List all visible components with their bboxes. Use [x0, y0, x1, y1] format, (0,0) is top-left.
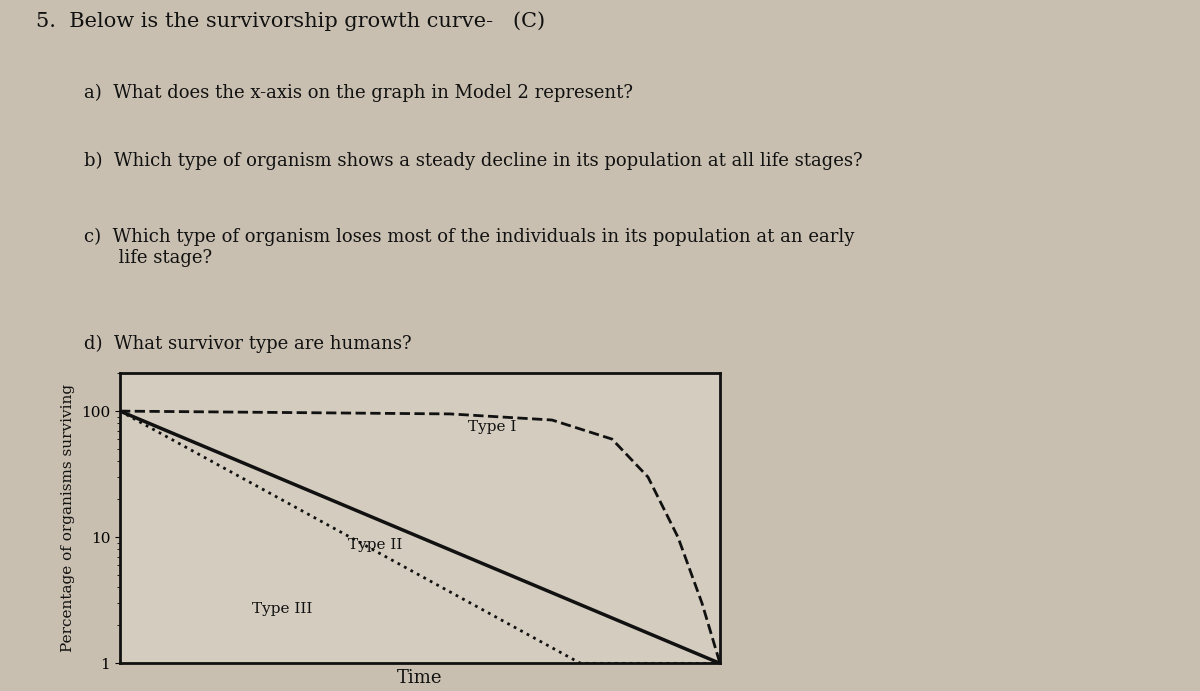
Y-axis label: Percentage of organisms surviving: Percentage of organisms surviving — [61, 384, 76, 652]
Text: Type III: Type III — [252, 602, 312, 616]
Text: Type I: Type I — [468, 419, 516, 434]
Text: a)  What does the x-axis on the graph in Model 2 represent?: a) What does the x-axis on the graph in … — [84, 84, 634, 102]
Text: 5.  Below is the survivorship growth curve-   (C): 5. Below is the survivorship growth curv… — [36, 11, 545, 31]
Text: b)  Which type of organism shows a steady decline in its population at all life : b) Which type of organism shows a steady… — [84, 152, 863, 170]
X-axis label: Time: Time — [397, 669, 443, 687]
Text: d)  What survivor type are humans?: d) What survivor type are humans? — [84, 334, 412, 352]
Text: Type II: Type II — [348, 538, 402, 553]
Text: c)  Which type of organism loses most of the individuals in its population at an: c) Which type of organism loses most of … — [84, 228, 854, 267]
